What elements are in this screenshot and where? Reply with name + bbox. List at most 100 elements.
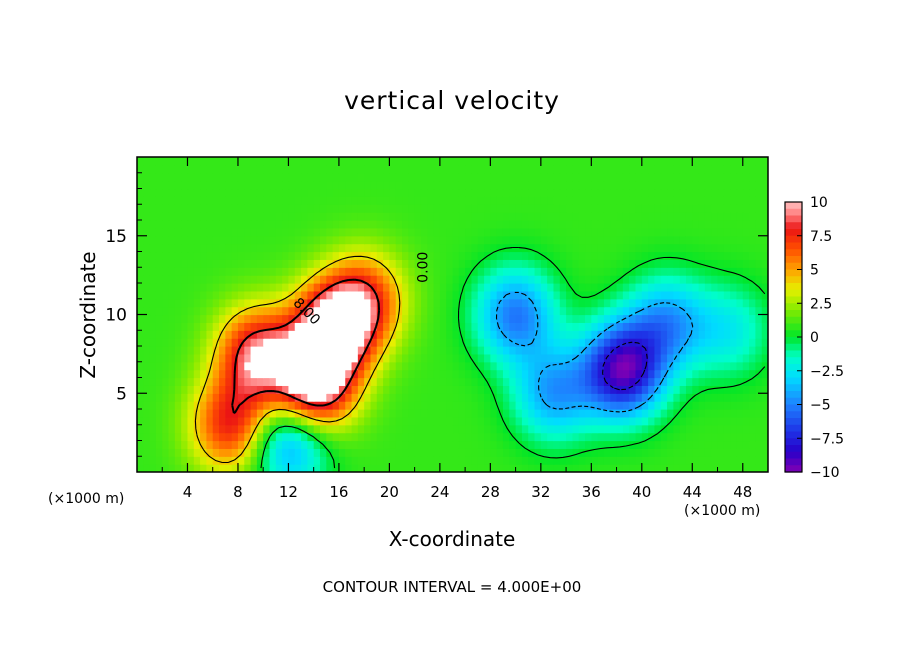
heatmap-cell [755,393,763,402]
heatmap-cell [307,338,315,347]
heatmap-cell [206,393,214,402]
heatmap-cell [528,346,536,355]
heatmap-cell [244,275,252,284]
heatmap-cell [275,227,283,237]
heatmap-cell [509,212,517,221]
heatmap-cell [603,212,611,221]
heatmap-cell [509,377,517,386]
heatmap-cell [654,385,662,394]
heatmap-cell [490,220,498,229]
heatmap-cell [250,440,258,449]
heatmap-cell [698,164,706,174]
heatmap-cell [143,212,151,221]
heatmap-cell [319,220,327,229]
heatmap-cell [704,369,712,379]
heatmap-cell [143,243,151,253]
heatmap-cell [515,275,523,284]
heatmap-cell [471,456,479,465]
heatmap-cell [654,212,662,221]
heatmap-cell [275,267,283,276]
colorbar-swatch [785,249,802,257]
heatmap-cell [572,220,580,229]
heatmap-cell [319,180,327,190]
heatmap-cell [263,377,271,386]
heatmap-cell [749,298,756,308]
heatmap-cell [711,346,719,355]
heatmap-cell [509,416,517,426]
heatmap-cell [408,322,416,331]
heatmap-cell [698,416,706,426]
heatmap-cell [174,164,182,174]
heatmap-cell [717,157,725,166]
heatmap-cell [149,298,157,308]
heatmap-cell [736,157,744,166]
heatmap-cell [610,306,618,316]
heatmap-cell [319,298,327,308]
heatmap-cell [496,204,504,213]
heatmap-cell [755,298,763,308]
heatmap-cell [673,235,681,245]
heatmap-cell [597,290,605,300]
x-axis-label: X-coordinate [388,527,516,551]
heatmap-cell [193,409,201,418]
heatmap-cell [465,377,473,386]
heatmap-cell [332,290,340,300]
heatmap-cell [319,164,327,174]
heatmap-cell [433,338,441,347]
heatmap-cell [193,416,201,426]
heatmap-cell [515,290,523,300]
heatmap-cell [509,227,517,237]
heatmap-cell [143,338,151,347]
heatmap-cell [717,196,725,205]
heatmap-cell [484,322,491,331]
heatmap-cell [345,456,353,465]
heatmap-cell [332,393,340,402]
heatmap-cell [559,346,567,355]
heatmap-cell [433,235,441,245]
heatmap-cell [622,385,630,394]
heatmap-cell [458,369,466,379]
heatmap-cell [256,196,264,205]
heatmap-cell [420,409,428,418]
heatmap-cell [502,306,510,316]
heatmap-cell [736,432,744,442]
heatmap-cell [622,409,630,418]
heatmap-cell [244,220,252,229]
heatmap-cell [667,377,674,386]
heatmap-cell [679,204,687,213]
heatmap-cell [231,298,239,308]
heatmap-cell [212,338,220,347]
heatmap-cell [256,361,264,371]
heatmap-cell [408,314,416,323]
heatmap-cell [383,243,390,253]
heatmap-cell [673,157,681,166]
heatmap-cell [496,227,504,237]
heatmap-cell [749,196,756,205]
heatmap-cell [559,259,567,268]
heatmap-cell [559,267,567,276]
heatmap-cell [162,424,170,434]
heatmap-cell [364,440,372,449]
heatmap-cell [566,164,573,174]
heatmap-cell [566,440,573,449]
heatmap-cell [648,369,656,379]
heatmap-cell [755,361,763,371]
heatmap-cell [540,377,548,386]
heatmap-cell [383,290,390,300]
heatmap-cell [389,377,397,386]
heatmap-cell [200,275,208,284]
heatmap-cell [755,353,763,363]
heatmap-cell [357,377,365,386]
heatmap-cell [749,338,756,347]
heatmap-cell [143,188,151,197]
heatmap-cell [692,314,700,323]
heatmap-cell [288,180,296,190]
heatmap-cell [629,204,637,213]
heatmap-cell [389,306,397,316]
colorbar-tick-label: 7.5 [810,229,832,245]
heatmap-cell [446,401,454,410]
heatmap-cell [439,330,447,339]
heatmap-cell [237,275,245,284]
heatmap-cell [610,188,618,197]
heatmap-cell [402,157,409,166]
